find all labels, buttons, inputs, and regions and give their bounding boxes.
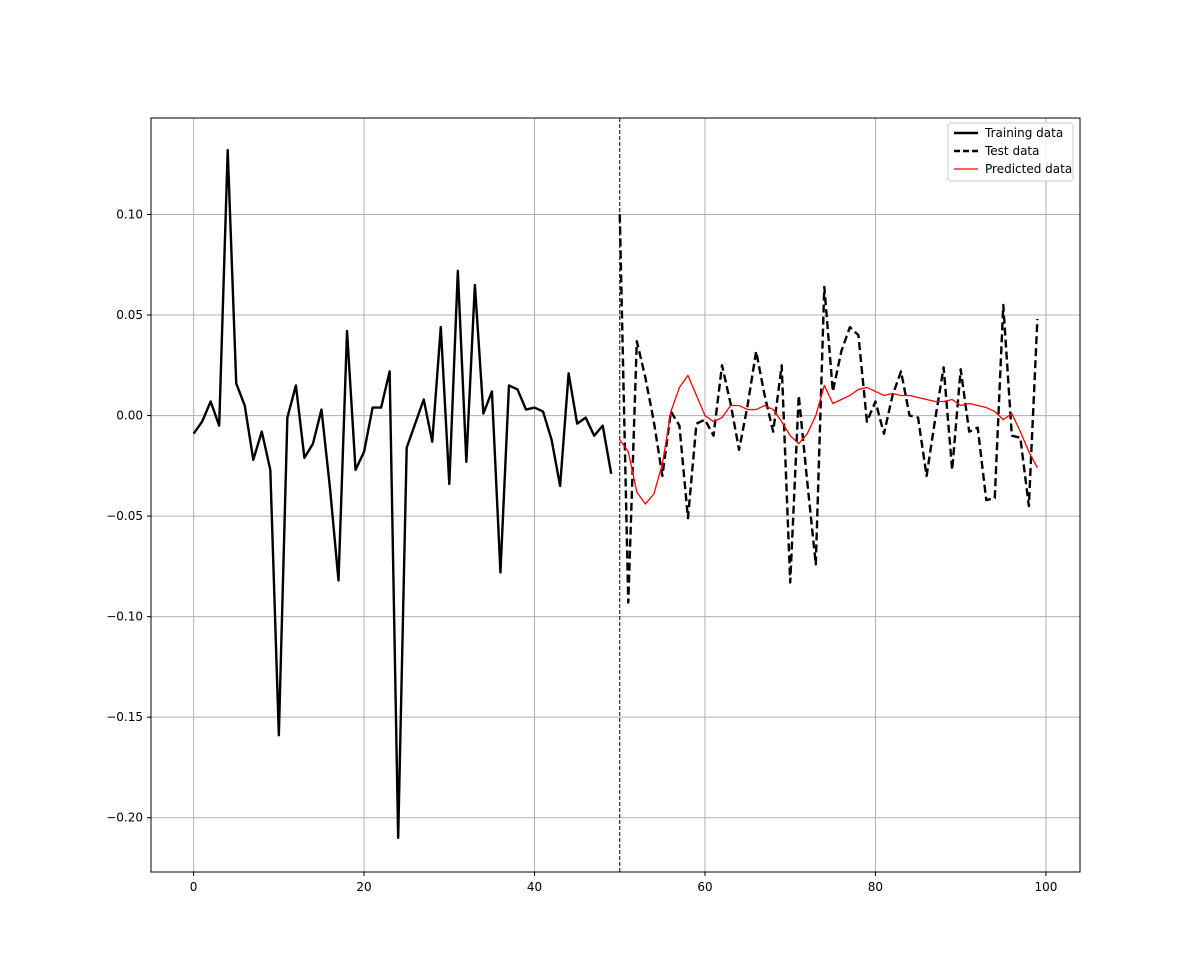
legend-label: Training data xyxy=(984,126,1063,140)
plot-frame xyxy=(150,117,1081,873)
y-axis: −0.20 −0.15 −0.10 −0.05 0.00 0.05 0.10 xyxy=(106,208,151,825)
x-tick-label: 100 xyxy=(1034,880,1057,894)
x-tick-label: 0 xyxy=(190,880,198,894)
legend-box xyxy=(947,122,1074,182)
legend-label: Test data xyxy=(984,144,1039,158)
x-tick-label: 40 xyxy=(527,880,542,894)
y-tick-label: 0.10 xyxy=(116,208,143,222)
plot-area xyxy=(151,118,1080,872)
y-tick-label: −0.20 xyxy=(106,811,143,825)
x-tick-label: 80 xyxy=(868,880,883,894)
x-tick-label: 60 xyxy=(697,880,712,894)
y-tick-label: −0.15 xyxy=(106,710,143,724)
legend-label: Predicted data xyxy=(985,162,1072,176)
series-line-test-data xyxy=(618,214,1039,604)
x-axis: 0 20 40 60 80 100 xyxy=(190,872,1057,894)
y-tick-label: −0.05 xyxy=(106,509,143,523)
series-layer xyxy=(192,148,1039,840)
y-tick-label: −0.10 xyxy=(106,610,143,624)
series-line-predicted-data xyxy=(619,374,1038,505)
y-tick-label: 0.00 xyxy=(116,409,143,423)
series-line-training-data xyxy=(192,148,613,840)
y-tick-label: 0.05 xyxy=(116,308,143,322)
x-tick-label: 20 xyxy=(356,880,371,894)
grid xyxy=(151,118,1080,872)
legend: Training data Test data Predicted data xyxy=(947,122,1074,182)
